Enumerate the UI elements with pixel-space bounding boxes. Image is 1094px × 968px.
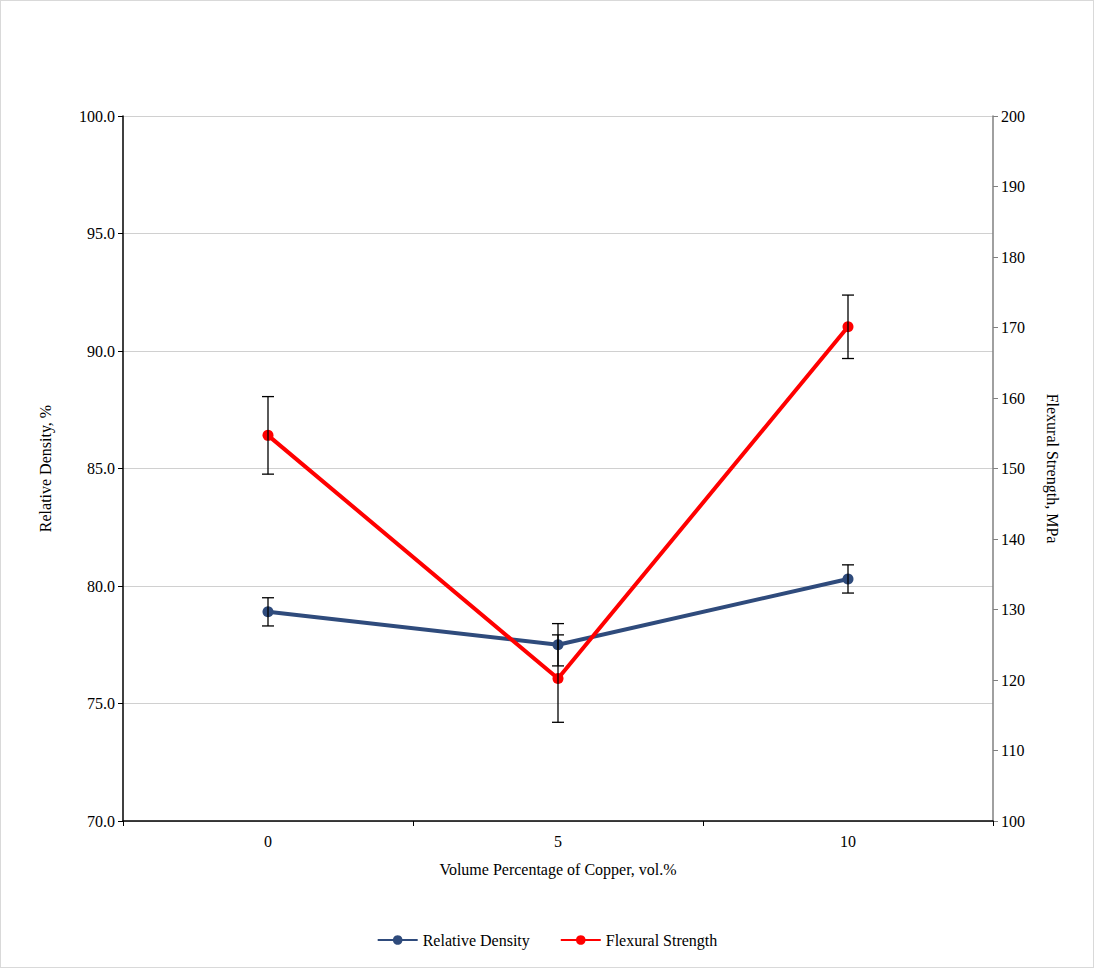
svg-text:160: 160 [1001, 390, 1025, 407]
svg-text:90.0: 90.0 [87, 343, 115, 360]
svg-text:5: 5 [554, 833, 562, 850]
svg-text:0: 0 [264, 833, 272, 850]
svg-text:130: 130 [1001, 601, 1025, 618]
svg-text:110: 110 [1001, 742, 1024, 759]
svg-text:Relative Density: Relative Density [423, 932, 530, 950]
svg-text:100: 100 [1001, 813, 1025, 830]
svg-text:Flexural Strength: Flexural Strength [606, 932, 718, 950]
svg-text:190: 190 [1001, 178, 1025, 195]
svg-text:170: 170 [1001, 319, 1025, 336]
svg-text:70.0: 70.0 [87, 813, 115, 830]
svg-text:100.0: 100.0 [79, 108, 115, 125]
svg-text:150: 150 [1001, 460, 1025, 477]
svg-text:Flexural Strength, MPa: Flexural Strength, MPa [1043, 394, 1061, 544]
svg-text:Volume Percentage of Copper, v: Volume Percentage of Copper, vol.% [439, 861, 676, 879]
svg-text:180: 180 [1001, 249, 1025, 266]
svg-text:Relative Density, %: Relative Density, % [37, 405, 55, 532]
svg-text:200: 200 [1001, 108, 1025, 125]
svg-text:120: 120 [1001, 672, 1025, 689]
svg-text:75.0: 75.0 [87, 695, 115, 712]
svg-text:10: 10 [840, 833, 856, 850]
svg-text:80.0: 80.0 [87, 578, 115, 595]
svg-text:85.0: 85.0 [87, 460, 115, 477]
svg-text:140: 140 [1001, 531, 1025, 548]
svg-text:95.0: 95.0 [87, 225, 115, 242]
